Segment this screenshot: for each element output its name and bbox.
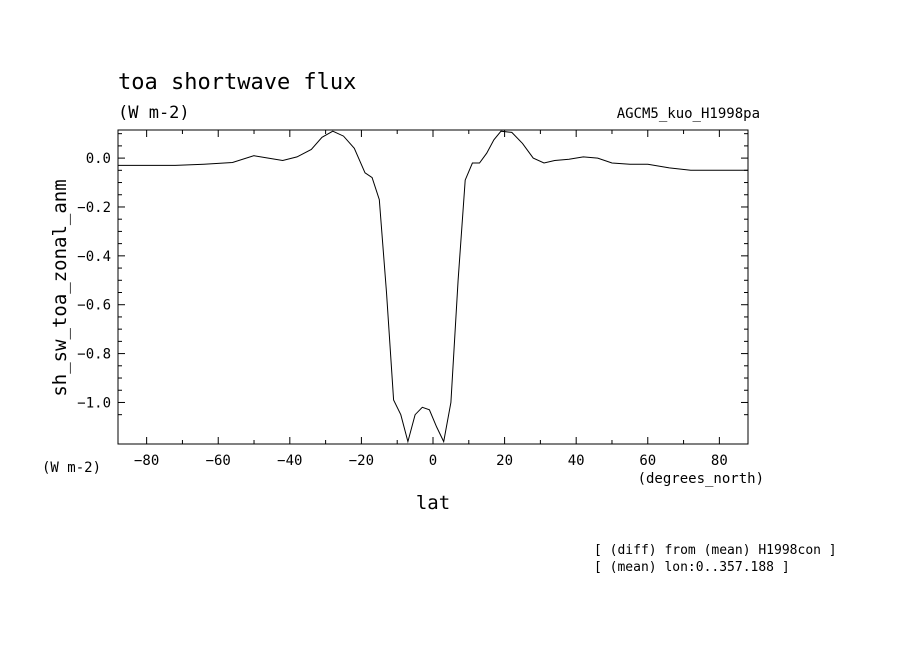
x-tick-label: 60 xyxy=(639,453,656,469)
y-tick-label: −0.8 xyxy=(77,347,111,363)
diff-note: [ (diff) from (mean) H1998con ] xyxy=(594,543,837,558)
y-tick-label: −0.6 xyxy=(77,298,111,314)
x-axis-ticks: −80 −60 −40 −20 0 20 40 60 80 xyxy=(134,130,728,469)
x-tick-label: 40 xyxy=(568,453,585,469)
x-axis-label: lat xyxy=(416,492,450,514)
x-tick-label: 20 xyxy=(496,453,513,469)
y-tick-label: −1.0 xyxy=(77,395,111,411)
x-tick-label: −40 xyxy=(277,453,302,469)
y-tick-label: 0.0 xyxy=(86,151,111,167)
x-axis-units: (degrees_north) xyxy=(638,471,764,487)
experiment-label: AGCM5_kuo_H1998pa xyxy=(617,106,760,122)
plot-frame xyxy=(117,129,749,445)
x-tick-label: 0 xyxy=(429,453,437,469)
y-tick-label: −0.4 xyxy=(77,249,111,265)
series-line xyxy=(118,130,748,444)
x-tick-label: −60 xyxy=(206,453,231,469)
y-axis-units: (W m-2) xyxy=(42,460,101,476)
chart-subtitle-units: (W m-2) xyxy=(118,103,190,123)
y-axis-label: sh_sw_toa_zonal_anm xyxy=(49,179,71,396)
x-tick-label: 80 xyxy=(711,453,728,469)
x-tick-label: −80 xyxy=(134,453,159,469)
y-axis-ticks: 0.0 −0.2 −0.4 −0.6 −0.8 −1.0 xyxy=(77,133,748,416)
y-tick-label: −0.2 xyxy=(77,200,111,216)
mean-note: [ (mean) lon:0..357.188 ] xyxy=(594,560,790,575)
chart-title: toa shortwave flux xyxy=(118,70,356,95)
x-tick-label: −20 xyxy=(349,453,374,469)
